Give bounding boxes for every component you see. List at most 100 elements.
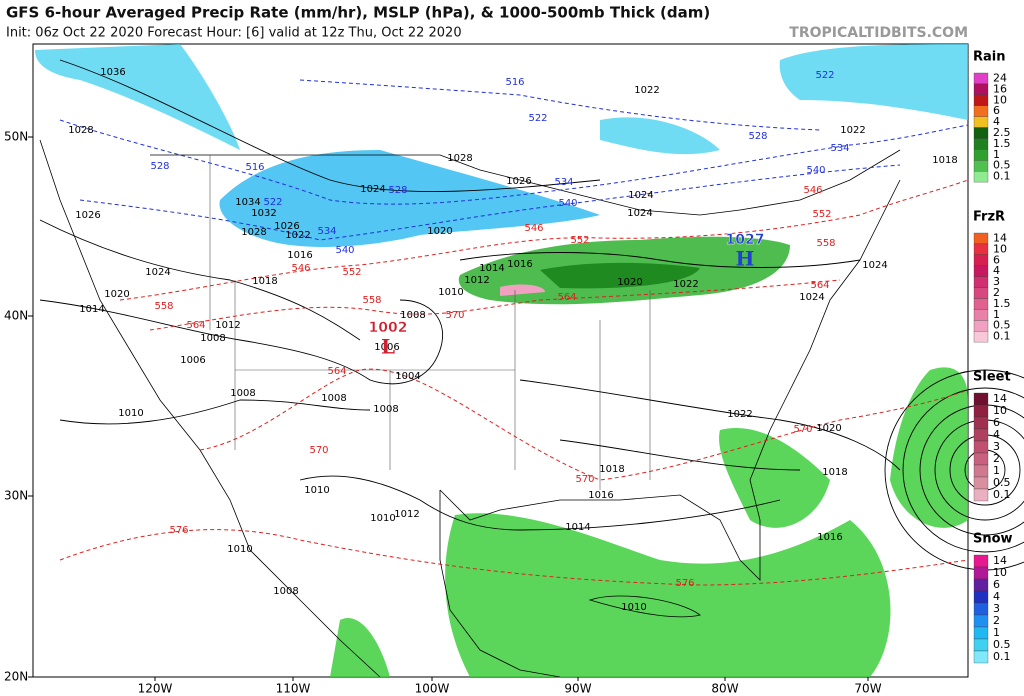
isobar-label: 1026	[506, 176, 531, 187]
longitude-label: 80W	[711, 682, 738, 696]
legend-level: 6	[993, 104, 1000, 117]
latitude-label: 40N	[4, 309, 28, 323]
legend-level: 1	[993, 464, 1000, 477]
legend-level: 4	[993, 115, 1000, 128]
thickness-label: 564	[557, 292, 576, 303]
legend-swatch	[973, 265, 989, 277]
isobar-label: 1018	[599, 464, 624, 475]
thickness-label: 534	[317, 226, 336, 237]
thickness-label: 522	[263, 197, 282, 208]
legend-swatch	[973, 254, 989, 266]
thickness-label: 570	[793, 424, 812, 435]
isobar-label: 1024	[799, 292, 824, 303]
legend-level: 3	[993, 602, 1000, 615]
pressure-center-value: 1002	[369, 320, 408, 336]
isobar-label: 1018	[252, 276, 277, 287]
legend-level: 0.5	[993, 319, 1011, 332]
isobar-label: 1010	[370, 513, 395, 524]
thickness-label: 540	[558, 198, 577, 209]
pressure-center-letter: L	[381, 335, 395, 359]
pressure-center-letter: H	[736, 247, 755, 271]
legend-level: 2	[993, 286, 1000, 299]
legend-swatch	[973, 309, 989, 321]
isobar-label: 1018	[822, 467, 847, 478]
legend-level: 24	[993, 71, 1007, 84]
thickness-label: 546	[291, 263, 310, 274]
thickness-label: 564	[186, 320, 205, 331]
isobar-label: 1028	[68, 125, 93, 136]
legend-swatch	[973, 404, 989, 418]
chrome: GFS 6-hour Averaged Precip Rate (mm/hr),…	[4, 4, 968, 696]
legend-level: 2.5	[993, 126, 1011, 139]
isobar-label: 1006	[374, 342, 399, 353]
legend-level: 0.5	[993, 476, 1011, 489]
isobar-label: 1008	[273, 586, 298, 597]
legend-swatch	[973, 287, 989, 299]
isobar-label: 1014	[565, 522, 590, 533]
isobar-label: 1016	[817, 532, 842, 543]
isobar-label: 1008	[400, 310, 425, 321]
boundaries	[39, 139, 901, 678]
pressure-center-value: 1027	[726, 232, 765, 248]
legend-title: Snow	[973, 532, 1013, 547]
thickness-label: 528	[748, 131, 767, 142]
thickness-label: 552	[342, 267, 361, 278]
thickness-label: 534	[554, 177, 573, 188]
legend-swatch	[973, 276, 989, 288]
latitude-label: 30N	[4, 489, 28, 503]
legend-swatch	[973, 614, 989, 628]
title: GFS 6-hour Averaged Precip Rate (mm/hr),…	[6, 4, 710, 22]
legend-level: 0.5	[993, 159, 1011, 172]
legend-level: 6	[993, 578, 1000, 591]
watermark: TROPICALTIDBITS.COM	[789, 25, 968, 41]
legend-level: 0.5	[993, 638, 1011, 651]
isobar-label: 1026	[75, 210, 100, 221]
legend-swatch	[973, 298, 989, 310]
legend-swatch	[973, 243, 989, 255]
isobar-label: 1004	[395, 371, 420, 382]
thickness-label: 534	[830, 143, 849, 154]
isobar-label: 1016	[588, 490, 613, 501]
legend-title: Rain	[973, 50, 1006, 65]
legend-level: 1.5	[993, 297, 1011, 310]
isobar-label: 1010	[118, 408, 143, 419]
legend-swatch	[973, 578, 989, 592]
isobar-label: 1026	[274, 221, 299, 232]
subtitle: Init: 06z Oct 22 2020 Forecast Hour: [6]…	[6, 26, 462, 41]
thickness-label: 558	[816, 238, 835, 249]
isobar-label: 1024	[627, 208, 652, 219]
legend-swatch	[973, 116, 989, 128]
isobar-label: 1008	[200, 333, 225, 344]
isobar-label: 1010	[227, 544, 252, 555]
legend-swatch	[973, 554, 989, 568]
thickness-label: 570	[309, 445, 328, 456]
isobar-label: 1024	[145, 267, 170, 278]
isobar-label: 1010	[438, 287, 463, 298]
legend-swatch	[973, 602, 989, 616]
isobar-label: 1020	[617, 277, 642, 288]
legend-swatch	[973, 83, 989, 95]
legend-level: 2	[993, 614, 1000, 627]
legend-level: 10	[993, 242, 1007, 255]
legend-swatch	[973, 160, 989, 172]
thickness-label: 558	[154, 301, 173, 312]
thickness-label: 528	[388, 185, 407, 196]
legend-level: 10	[993, 93, 1007, 106]
thickness-label: 516	[505, 77, 524, 88]
isobar-label: 1012	[394, 509, 419, 520]
thickness-label: 540	[335, 245, 354, 256]
isobar-label: 1024	[360, 184, 385, 195]
isobar-label: 1024	[862, 260, 887, 271]
isobar-label: 1008	[321, 393, 346, 404]
isobar-label: 1028	[447, 153, 472, 164]
isobar-label: 1016	[507, 259, 532, 270]
thickness-lines	[59, 79, 969, 586]
isobar-label: 1036	[100, 67, 125, 78]
legend-level: 0.1	[993, 488, 1011, 501]
legend-swatch	[973, 452, 989, 466]
legend-swatch	[973, 476, 989, 490]
thickness-label: 564	[327, 366, 346, 377]
